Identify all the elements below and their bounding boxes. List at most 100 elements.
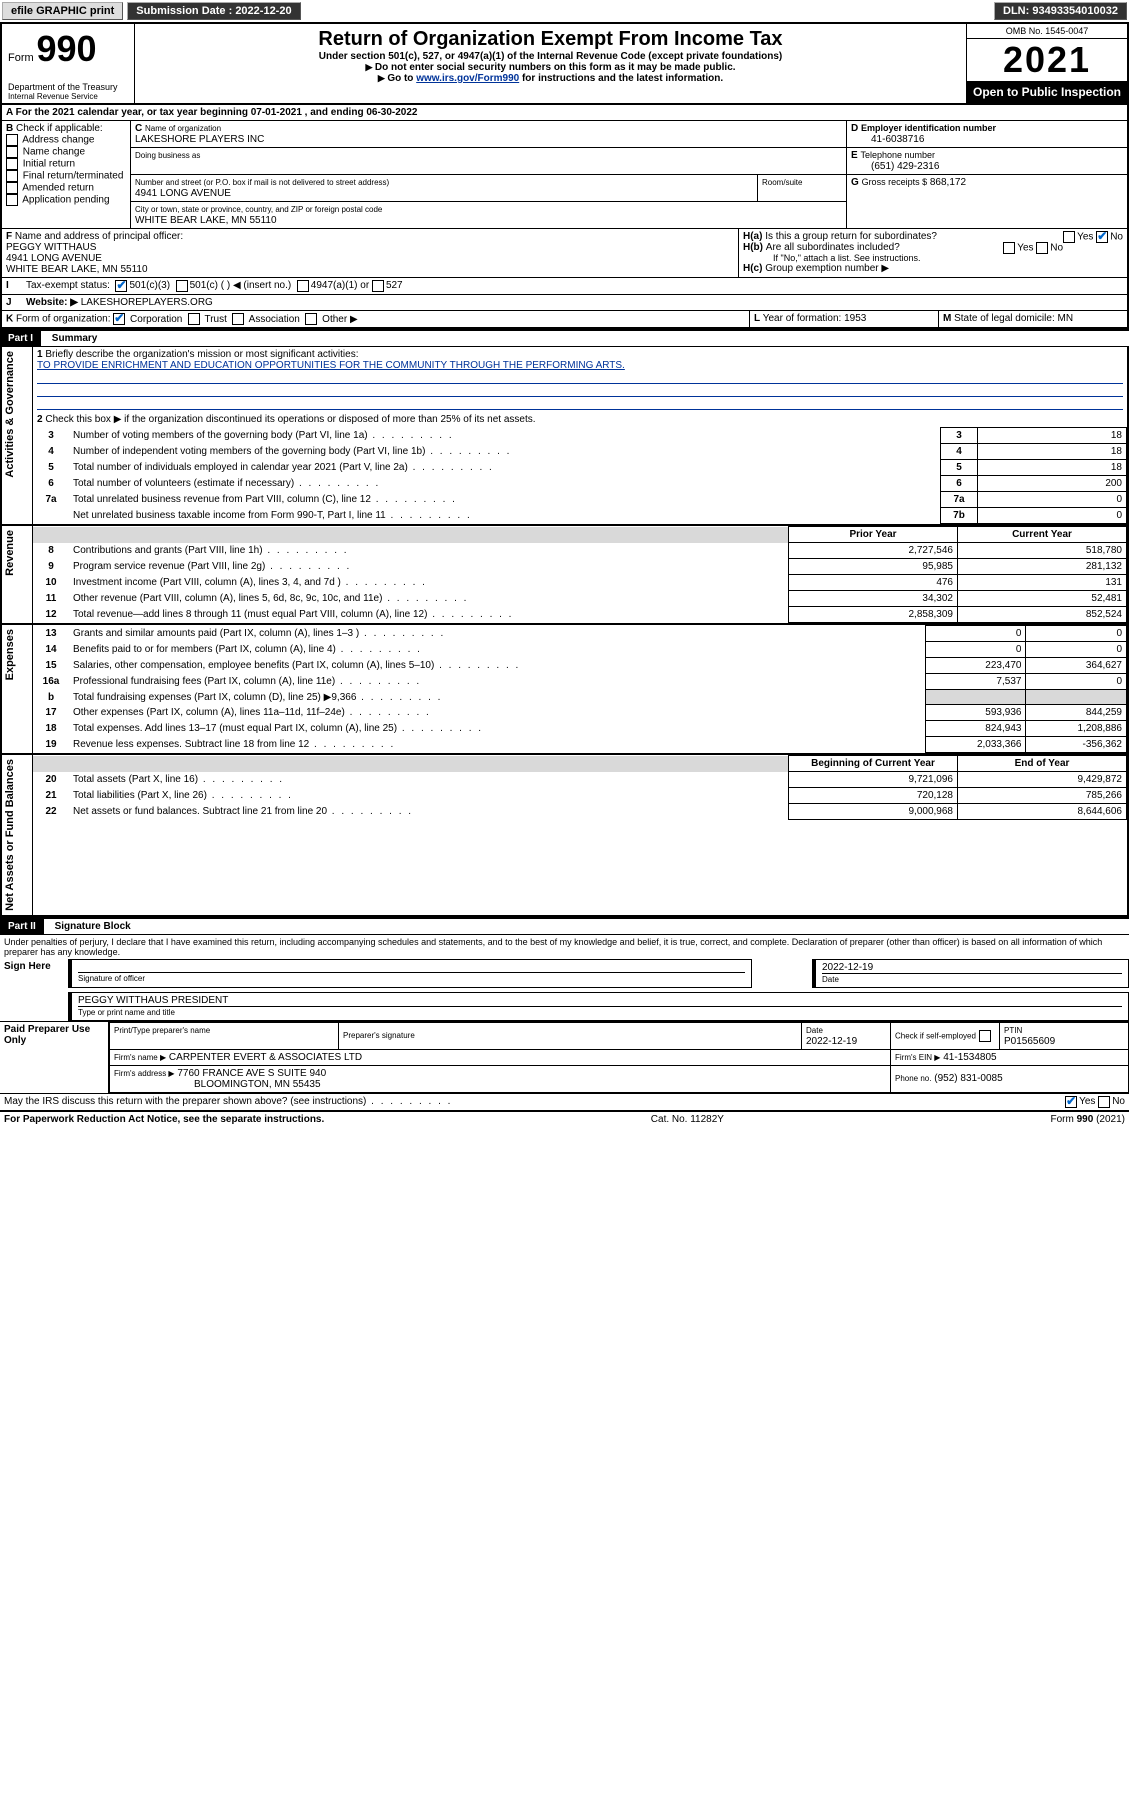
- b-checkbox[interactable]: [6, 158, 18, 170]
- hb-yes-checkbox[interactable]: [1003, 242, 1015, 254]
- fin-row: 13Grants and similar amounts paid (Part …: [33, 626, 1127, 642]
- b-label: Check if applicable:: [16, 123, 103, 134]
- goto-note: Go to www.irs.gov/Form990 for instructio…: [143, 73, 958, 84]
- k-checkbox[interactable]: [305, 313, 317, 325]
- fin-row: 12Total revenue—add lines 8 through 11 (…: [33, 607, 1127, 623]
- discuss-yes-checkbox[interactable]: [1065, 1096, 1077, 1108]
- ptin-label: PTIN: [1004, 1026, 1022, 1035]
- submission-date-label: Submission Date : 2022-12-20: [127, 2, 300, 20]
- part2-bar: Part II Signature Block: [0, 917, 1129, 935]
- sign-here-label: Sign Here: [0, 959, 68, 1021]
- dept-irs: Internal Revenue Service: [8, 92, 128, 101]
- form-container: Form 990 Department of the Treasury Inte…: [0, 22, 1129, 329]
- form-number: 990: [36, 28, 96, 69]
- irs-link[interactable]: www.irs.gov/Form990: [416, 73, 519, 84]
- fin-table: Prior YearCurrent Year8Contributions and…: [33, 526, 1127, 623]
- ag-side: Activities & Governance: [2, 347, 33, 524]
- footer-right: Form Form 990 (2021)990 (2021): [1051, 1114, 1125, 1125]
- self-emp-label: Check if self-employed: [895, 1031, 976, 1040]
- officer-printed-name: PEGGY WITTHAUS PRESIDENT: [78, 995, 228, 1006]
- section-h: H(a) Is this a group return for subordin…: [739, 229, 1127, 277]
- b-checkbox[interactable]: [6, 146, 18, 158]
- fin-row: 9Program service revenue (Part VIII, lin…: [33, 559, 1127, 575]
- 527-label: 527: [386, 280, 403, 292]
- 4947-checkbox[interactable]: [297, 280, 309, 292]
- k-checkbox[interactable]: [232, 313, 244, 325]
- name-title-label: Type or print name and title: [78, 1008, 175, 1017]
- ptin-value: P01565609: [1004, 1036, 1055, 1047]
- hb-no-checkbox[interactable]: [1036, 242, 1048, 254]
- form-subtitle: Under section 501(c), 527, or 4947(a)(1)…: [143, 51, 958, 62]
- top-toolbar: efile GRAPHIC print Submission Date : 20…: [0, 0, 1129, 22]
- firm-ein-label: Firm's EIN ▶: [895, 1053, 940, 1062]
- fh-block: F Name and address of principal officer:…: [2, 228, 1127, 277]
- ha-label: Is this a group return for subordinates?: [765, 231, 937, 242]
- omb-number: OMB No. 1545-0047: [967, 24, 1127, 39]
- dept-treasury: Department of the Treasury: [8, 82, 128, 92]
- no-label3: No: [1112, 1096, 1125, 1108]
- m-label: State of legal domicile:: [954, 313, 1055, 324]
- discuss-no-checkbox[interactable]: [1098, 1096, 1110, 1108]
- ha-yes-checkbox[interactable]: [1063, 231, 1075, 243]
- firm-addr-label: Firm's address ▶: [114, 1069, 175, 1078]
- phone-label: Telephone number: [860, 150, 935, 160]
- fin-row: 11Other revenue (Part VIII, column (A), …: [33, 591, 1127, 607]
- part2-sub: Signature Block: [47, 921, 131, 932]
- org-city: WHITE BEAR LAKE, MN 55110: [135, 215, 277, 226]
- b-checkbox[interactable]: [6, 194, 18, 206]
- dln-label: DLN: 93493354010032: [994, 2, 1127, 20]
- b-checkbox[interactable]: [6, 134, 18, 146]
- 501c-checkbox[interactable]: [176, 280, 188, 292]
- sig-officer-label: Signature of officer: [78, 974, 145, 983]
- firm-ein: 41-1534805: [943, 1052, 996, 1063]
- officer-city: WHITE BEAR LAKE, MN 55110: [6, 264, 148, 275]
- yes-label: Yes: [1077, 232, 1093, 243]
- fin-row: 20Total assets (Part X, line 16)9,721,09…: [33, 772, 1127, 788]
- l-label: Year of formation:: [763, 313, 842, 324]
- city-label: City or town, state or province, country…: [135, 205, 382, 214]
- firm-addr1: 7760 FRANCE AVE S SUITE 940: [177, 1068, 326, 1079]
- tax-year-range: For the 2021 calendar year, or tax year …: [16, 107, 418, 118]
- declaration-text: Under penalties of perjury, I declare th…: [0, 935, 1129, 959]
- hb-note: If "No," attach a list. See instructions…: [773, 253, 1123, 263]
- k-checkbox[interactable]: [113, 313, 125, 325]
- k-checkbox[interactable]: [188, 313, 200, 325]
- b-checkbox[interactable]: [6, 182, 18, 194]
- fin-section: Net Assets or Fund BalancesBeginning of …: [0, 755, 1129, 917]
- summary-row: Net unrelated business taxable income fr…: [33, 508, 1127, 524]
- footer-mid: Cat. No. 11282Y: [651, 1114, 724, 1125]
- part1-body: Activities & Governance 1 Briefly descri…: [0, 347, 1129, 526]
- ha-no-checkbox[interactable]: [1096, 231, 1108, 243]
- section-i: I Tax-exempt status: 501(c)(3) 501(c) ( …: [2, 277, 1127, 294]
- b-checkbox[interactable]: [6, 170, 18, 182]
- tax-status-label: Tax-exempt status:: [26, 280, 110, 292]
- part2-title: Part II: [0, 919, 44, 934]
- prep-date-label: Date: [806, 1026, 823, 1035]
- firm-label: Firm's name ▶: [114, 1053, 166, 1062]
- efile-print-button[interactable]: efile GRAPHIC print: [2, 2, 123, 20]
- website-label: Website: ▶: [26, 297, 78, 308]
- hb-label: Are all subordinates included?: [766, 242, 900, 253]
- 527-checkbox[interactable]: [372, 280, 384, 292]
- ssn-note: Do not enter social security numbers on …: [143, 62, 958, 73]
- tax-year: 2021: [967, 39, 1127, 81]
- sign-here-block: Sign Here Signature of officer 2022-12-1…: [0, 959, 1129, 1021]
- summary-row: 3Number of voting members of the governi…: [33, 428, 1127, 444]
- dba-label: Doing business as: [135, 151, 200, 160]
- b-item: Final return/terminated: [6, 170, 126, 182]
- financial-sections: RevenuePrior YearCurrent Year8Contributi…: [0, 526, 1129, 917]
- fin-row: 22Net assets or fund balances. Subtract …: [33, 804, 1127, 820]
- summary-row: 4Number of independent voting members of…: [33, 444, 1127, 460]
- discuss-row: May the IRS discuss this return with the…: [0, 1093, 1129, 1110]
- l-value: 1953: [844, 313, 866, 324]
- fin-row: 8Contributions and grants (Part VIII, li…: [33, 543, 1127, 559]
- form-header: Form 990 Department of the Treasury Inte…: [2, 24, 1127, 105]
- section-c: C Name of organization LAKESHORE PLAYERS…: [131, 121, 846, 228]
- 4947-label: 4947(a)(1) or: [311, 280, 369, 292]
- gross-label: Gross receipts $: [862, 177, 928, 187]
- fin-table: 13Grants and similar amounts paid (Part …: [33, 625, 1127, 753]
- street-label: Number and street (or P.O. box if mail i…: [135, 178, 389, 187]
- self-emp-checkbox[interactable]: [979, 1030, 991, 1042]
- room-label: Room/suite: [762, 178, 802, 187]
- 501c3-checkbox[interactable]: [115, 280, 127, 292]
